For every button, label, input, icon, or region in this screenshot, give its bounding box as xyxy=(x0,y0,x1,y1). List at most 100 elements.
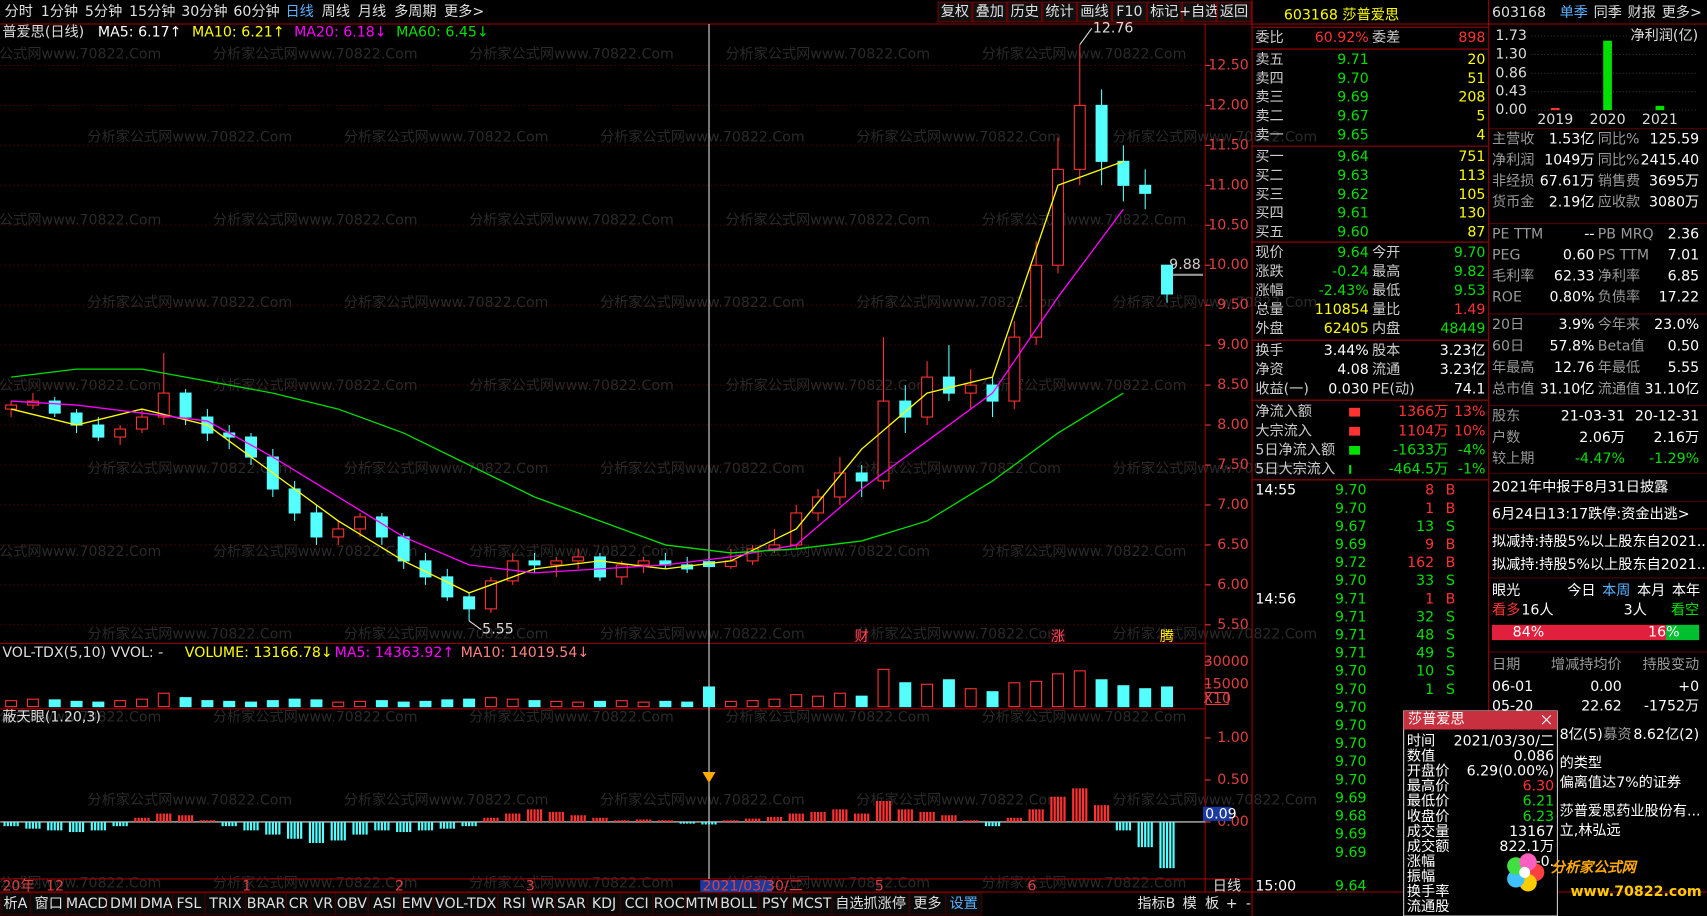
bottom-tab-label[interactable]: OBV xyxy=(337,896,367,912)
bottom-control[interactable]: 板 xyxy=(1205,896,1219,912)
f10-value: 125.59 xyxy=(1650,132,1700,148)
candle-body xyxy=(637,560,650,566)
bull-percent: 84% xyxy=(1513,624,1544,640)
toolbar-button-label[interactable]: F10 xyxy=(1116,4,1142,20)
toolbar-tab[interactable]: 1分钟 xyxy=(41,3,78,20)
toolbar-button[interactable] xyxy=(1181,1,1217,23)
sentiment-tab[interactable]: 本月 xyxy=(1637,583,1665,599)
toolbar-tab[interactable]: 月线 xyxy=(358,4,386,20)
toolbar-tab[interactable]: 30分钟 xyxy=(181,3,227,20)
trade-time: 15:00 xyxy=(1255,879,1296,895)
toolbar-button-label[interactable]: 统计 xyxy=(1045,4,1073,20)
toolbar-button[interactable] xyxy=(1042,1,1078,23)
bottom-tab-label[interactable]: VR xyxy=(314,896,334,912)
toolbar-tab[interactable]: 15分钟 xyxy=(129,3,175,20)
toolbar-tab[interactable]: 日线 xyxy=(285,4,313,20)
bottom-tab-label[interactable]: 自选抓涨停 xyxy=(835,895,906,912)
bottom-tab-label[interactable]: TRIX xyxy=(208,896,242,912)
field-label: 收益(一) xyxy=(1255,381,1309,397)
toolbar-button[interactable] xyxy=(1007,1,1043,23)
toolbar-button[interactable] xyxy=(1111,1,1147,23)
toolbar-tab[interactable]: 60分钟 xyxy=(233,3,279,20)
bottom-tab-label[interactable]: 更多 xyxy=(913,895,941,912)
bottom-tab-label[interactable]: MACD xyxy=(66,896,109,912)
toolbar-button-label[interactable]: +自选 xyxy=(1179,4,1219,20)
sentiment-tab[interactable]: 今日 xyxy=(1567,583,1595,599)
toolbar-tab[interactable]: 多周期 xyxy=(394,3,436,20)
toolbar-button-label[interactable]: 画线 xyxy=(1080,4,1108,20)
trade-price: 9.70 xyxy=(1335,700,1367,716)
bottom-tab-label[interactable]: BOLL xyxy=(720,896,756,912)
toolbar-button-label[interactable]: 复权 xyxy=(941,3,969,20)
bottom-tab-label[interactable]: ROC xyxy=(654,896,685,912)
toolbar-button[interactable] xyxy=(1216,1,1252,23)
toolbar-button[interactable] xyxy=(1077,1,1112,23)
bottom-tab-label[interactable]: WR xyxy=(531,896,555,912)
candle-body xyxy=(397,536,410,562)
bottom-control[interactable]: + xyxy=(1226,896,1238,912)
news-item[interactable]: 拟减持:持股5%以上股东自2021... xyxy=(1492,557,1707,573)
bottom-tab-label[interactable]: SAR xyxy=(557,896,586,912)
bottom-tab-label[interactable]: MTM xyxy=(685,896,718,912)
bottom-tab-label[interactable]: DMI xyxy=(110,896,137,912)
order-volume: 5 xyxy=(1476,109,1485,125)
f10-value: 31.10亿 xyxy=(1540,381,1595,397)
toolbar-button[interactable] xyxy=(972,1,1008,23)
toolbar-tab[interactable]: 5分钟 xyxy=(85,3,122,20)
toolbar-button[interactable] xyxy=(1146,1,1182,23)
f10-tab[interactable]: 更多> xyxy=(1662,4,1702,21)
toolbar-tab[interactable]: 更多> xyxy=(444,3,484,20)
sentiment-tab[interactable]: 本周 xyxy=(1602,583,1630,599)
candle-body xyxy=(332,528,345,538)
bottom-tab-label[interactable]: VOL-TDX xyxy=(435,896,497,912)
bottom-control[interactable]: 指标B xyxy=(1137,896,1175,912)
bottom-tab-label[interactable]: CCI xyxy=(625,896,649,912)
news-item[interactable]: 6月24日13:17跌停:资金出逃> xyxy=(1492,506,1690,523)
order-level: 卖五 xyxy=(1255,52,1283,68)
candle-body xyxy=(179,392,192,418)
f10-label: 60日 xyxy=(1492,338,1524,354)
toolbar-button-label[interactable]: 叠加 xyxy=(976,4,1004,20)
bottom-tab-label[interactable]: EMV xyxy=(402,896,433,912)
bottom-tab-label[interactable]: PSY xyxy=(762,896,789,912)
sentiment-tab[interactable]: 本年 xyxy=(1672,583,1700,599)
toolbar-button[interactable] xyxy=(937,1,973,23)
volume-bar xyxy=(1161,686,1174,708)
f10-tab[interactable]: 单季 xyxy=(1560,5,1588,21)
bottom-tab-label[interactable]: RSI xyxy=(503,896,526,912)
profit-bar xyxy=(1603,40,1612,111)
bottom-tab-label[interactable]: BRAR xyxy=(247,896,286,912)
bottom-tab-label[interactable]: 窗口 xyxy=(35,895,63,912)
trade-price: 9.64 xyxy=(1335,879,1367,895)
bottom-tab[interactable] xyxy=(944,892,983,916)
news-item[interactable]: 2021年中报于8月31日披露 xyxy=(1492,479,1668,495)
trade-side: S xyxy=(1446,519,1455,535)
y-tick-label: 30000 xyxy=(1204,654,1249,670)
toolbar-tab[interactable]: 分时 xyxy=(5,4,33,20)
bottom-tab-label[interactable]: ASI xyxy=(373,896,396,912)
bottom-tab-label[interactable]: 设置 xyxy=(949,896,977,912)
f10-value: 23.0% xyxy=(1654,317,1699,333)
popup-close[interactable] xyxy=(1541,714,1552,725)
volume-bar xyxy=(724,700,737,708)
news-item[interactable]: 拟减持:持股5%以上股东自2021... xyxy=(1492,534,1707,550)
bottom-control[interactable]: 模 xyxy=(1183,896,1197,912)
trade-price: 9.70 xyxy=(1335,501,1367,517)
volume-bar xyxy=(812,695,825,708)
f10-tab[interactable]: 同季 xyxy=(1594,5,1622,21)
f10-tab[interactable]: 财报 xyxy=(1628,5,1656,21)
bottom-tab-label[interactable]: FSL xyxy=(177,896,202,912)
toolbar-button-label[interactable]: 返回 xyxy=(1220,4,1248,20)
bottom-tab-label[interactable]: MCST xyxy=(792,896,832,912)
bottom-tab-label[interactable]: 析A xyxy=(3,896,27,912)
bottom-tab-label[interactable]: DMA xyxy=(140,896,173,912)
flow-percent: -1% xyxy=(1458,461,1486,477)
bull-label: 看多 xyxy=(1492,602,1520,619)
trade-price: 9.68 xyxy=(1335,809,1367,825)
toolbar-tab[interactable]: 周线 xyxy=(322,4,350,20)
bottom-control[interactable]: - xyxy=(1246,896,1251,912)
toolbar-button-label[interactable]: 标记 xyxy=(1150,4,1178,20)
toolbar-button-label[interactable]: 历史 xyxy=(1011,4,1039,20)
bottom-tab-label[interactable]: KDJ xyxy=(592,896,616,912)
bottom-tab-label[interactable]: CR xyxy=(289,896,309,912)
